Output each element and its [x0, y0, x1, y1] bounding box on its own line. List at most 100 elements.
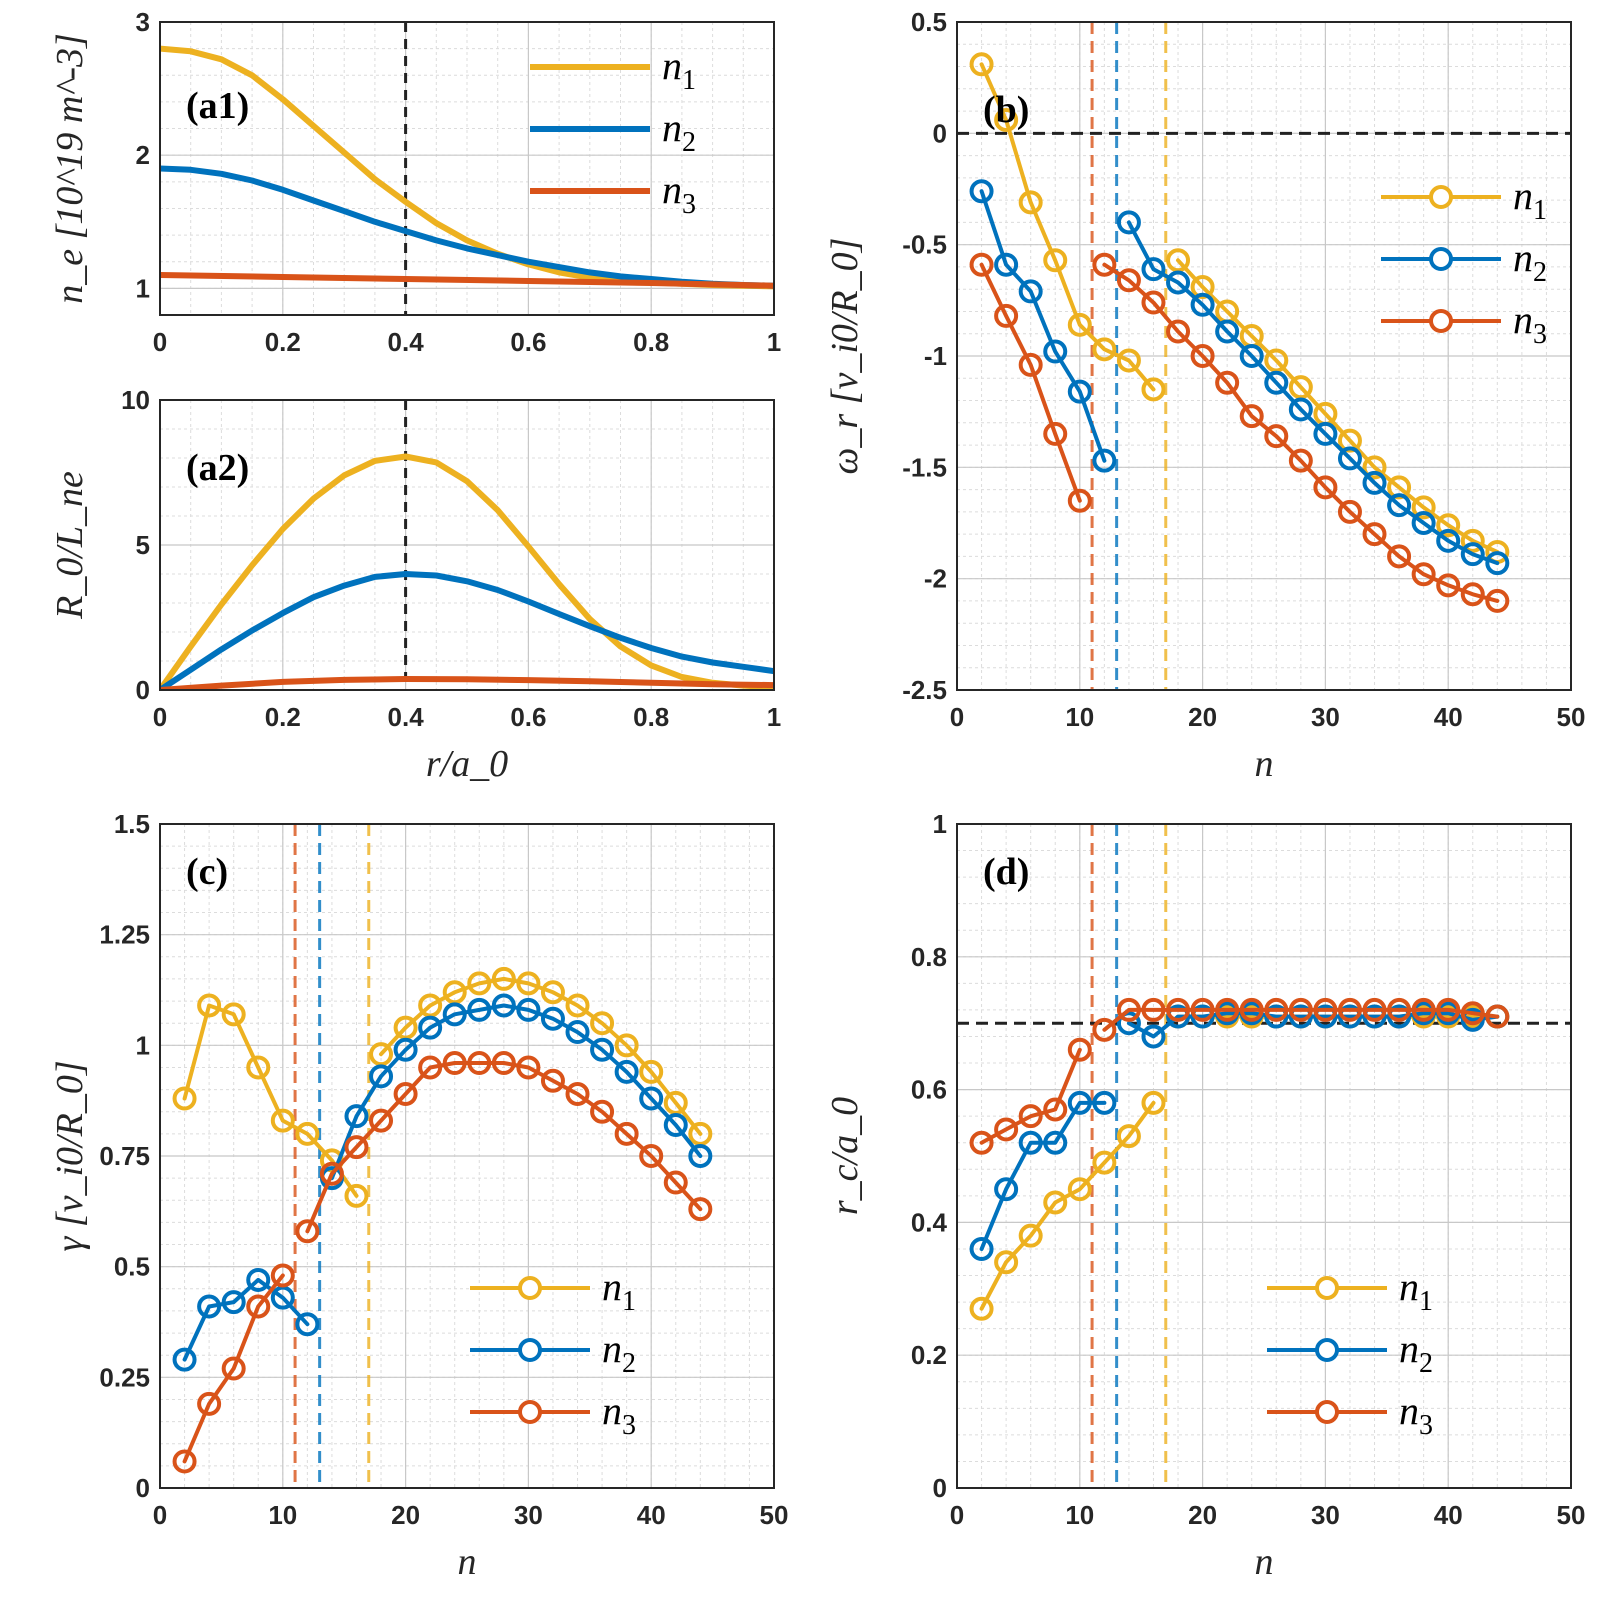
- data-point-n3: [1313, 997, 1338, 1022]
- data-point-n3: [1387, 544, 1412, 569]
- x-tick-label: 20: [391, 1500, 420, 1530]
- y-tick-label: 0.2: [911, 1340, 947, 1370]
- data-point-n3: [663, 1170, 688, 1195]
- series-n3: [969, 252, 1510, 613]
- data-point-n1: [1043, 248, 1068, 273]
- data-point-n1: [1166, 248, 1191, 273]
- legend-label-n1: n1: [1513, 173, 1547, 226]
- data-point-n2: [994, 1177, 1019, 1202]
- data-point-n1: [1092, 1150, 1117, 1175]
- y-tick-label: -0.5: [902, 230, 947, 260]
- data-point-n2: [1043, 1130, 1068, 1155]
- data-point-n3: [1362, 522, 1387, 547]
- panel-label: (b): [983, 89, 1029, 131]
- y-tick-label: 5: [136, 530, 150, 560]
- legend-label-n2: n2: [662, 105, 696, 158]
- data-point-n3: [1043, 1097, 1068, 1122]
- data-point-n3: [319, 1161, 344, 1186]
- data-point-n2: [467, 997, 492, 1022]
- y-axis-label: R_0/L_ne: [49, 471, 91, 620]
- data-point-n2: [1436, 528, 1461, 553]
- legend-marker-n2: [1429, 247, 1453, 271]
- data-point-n2: [1460, 542, 1485, 567]
- data-point-n3: [1166, 319, 1191, 344]
- data-point-n2: [1067, 379, 1092, 404]
- series-n3: [172, 1051, 713, 1474]
- data-point-n2: [270, 1285, 295, 1310]
- data-point-n2: [295, 1312, 320, 1337]
- data-point-n2: [1018, 1130, 1043, 1155]
- data-point-n2: [1018, 279, 1043, 304]
- legend-subscript: 2: [682, 127, 696, 158]
- data-point-n2: [172, 1347, 197, 1372]
- data-point-n3: [994, 1117, 1019, 1142]
- data-point-n1: [246, 1055, 271, 1080]
- axes-box: [159, 21, 775, 316]
- axes-box: [956, 21, 1572, 691]
- legend-label-n3: n3: [1399, 1388, 1433, 1441]
- panel-b: 0 10 20 30 40 50 -2.5 -2 -1.5 -1 -0.5 0 0.5 (b) n ω_r […: [824, 7, 1585, 785]
- data-point-n3: [1239, 404, 1264, 429]
- legend-base: n: [1513, 173, 1533, 218]
- data-point-n3: [295, 1219, 320, 1244]
- data-layer: [969, 997, 1510, 1321]
- data-point-n3: [1460, 582, 1485, 607]
- y-tick-label: -1.5: [902, 452, 947, 482]
- data-point-n2: [418, 1015, 443, 1040]
- data-point-n1: [1018, 1223, 1043, 1248]
- x-tick-label: 0.4: [388, 327, 425, 357]
- series-n1: [172, 966, 713, 1208]
- data-point-n3: [1337, 997, 1362, 1022]
- data-point-n2: [1337, 446, 1362, 471]
- y-tick-label: 0.75: [99, 1141, 150, 1171]
- data-point-n3: [1288, 997, 1313, 1022]
- series-line-n3: [160, 676, 774, 690]
- data-point-n1: [1018, 190, 1043, 215]
- y-tick-label: 0.5: [114, 1252, 150, 1282]
- data-point-n3: [1264, 424, 1289, 449]
- legend-marker-n2: [1315, 1338, 1339, 1362]
- legend-subscript: 2: [622, 1348, 636, 1379]
- data-point-n3: [1141, 997, 1166, 1022]
- data-point-n1: [467, 971, 492, 996]
- data-point-n3: [994, 303, 1019, 328]
- legend-marker-n1: [1315, 1276, 1339, 1300]
- data-point-n3: [1190, 344, 1215, 368]
- x-tick-label: 30: [1311, 702, 1340, 732]
- y-tick-label: 0: [933, 118, 947, 148]
- series-line-n1: [160, 453, 774, 690]
- data-point-n1: [1067, 1177, 1092, 1202]
- data-point-n1: [994, 107, 1019, 132]
- series-n1: [160, 453, 774, 690]
- data-point-n1: [1460, 528, 1485, 553]
- y-tick-label: 0.8: [911, 942, 947, 972]
- data-point-n3: [221, 1356, 246, 1381]
- data-point-n3: [1436, 997, 1461, 1022]
- legend-label-n2: n2: [1399, 1326, 1433, 1379]
- data-point-n2: [1190, 1004, 1215, 1029]
- y-tick-label: 10: [121, 385, 150, 415]
- data-point-n1: [344, 1183, 369, 1208]
- data-point-n1: [491, 966, 516, 991]
- grid: [159, 399, 775, 691]
- data-point-n3: [1043, 421, 1068, 446]
- legend-marker-n1: [1429, 185, 1453, 209]
- legend-subscript: 3: [682, 189, 696, 220]
- data-point-n1: [1067, 312, 1092, 337]
- legend-marker-n2: [518, 1338, 542, 1362]
- data-point-n2: [1043, 339, 1068, 364]
- data-point-n3: [590, 1099, 615, 1124]
- data-point-n3: [270, 1263, 295, 1288]
- data-point-n2: [614, 1059, 639, 1084]
- data-point-n2: [1460, 1007, 1485, 1032]
- data-point-n3: [688, 1197, 713, 1222]
- panel-label: (d): [983, 851, 1029, 893]
- data-point-n1: [1043, 1190, 1068, 1215]
- data-point-n3: [1288, 448, 1313, 473]
- data-point-n3: [1067, 1037, 1092, 1062]
- x-tick-label: 0: [950, 1500, 964, 1530]
- legend-subscript: 1: [1419, 1286, 1433, 1317]
- data-point-n3: [1313, 475, 1338, 500]
- y-tick-label: 1: [136, 1030, 150, 1060]
